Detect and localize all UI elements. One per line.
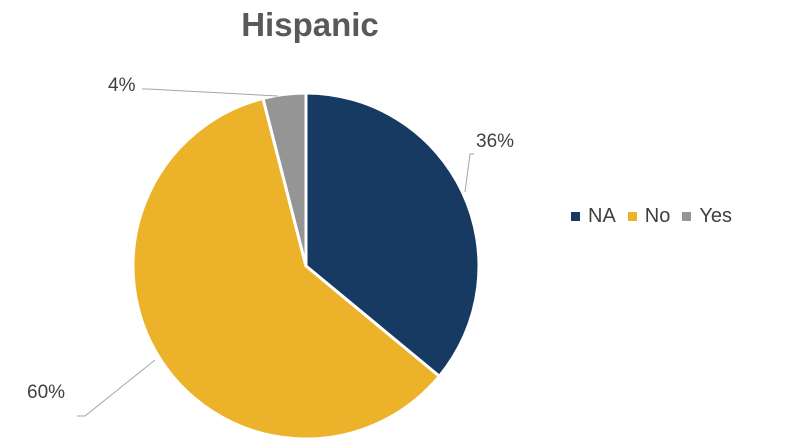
legend-swatch-na	[571, 212, 580, 221]
chart-legend: NA No Yes	[571, 205, 744, 228]
pie-slice-na	[304, 91, 481, 378]
data-labels: 36% 60% 4%	[27, 75, 514, 403]
pie-slices	[131, 91, 481, 439]
legend-label-na: NA	[588, 205, 616, 227]
legend-label-no: No	[644, 205, 671, 227]
legend-item-no: No	[627, 205, 671, 228]
chart-title: Hispanic	[241, 6, 379, 43]
legend-label-yes: Yes	[699, 205, 733, 227]
pie-slice-no	[131, 96, 441, 439]
legend-item-yes: Yes	[682, 205, 732, 228]
leader-lines	[77, 88, 474, 417]
data-label-no: 60%	[27, 382, 65, 403]
legend-swatch-no	[627, 212, 637, 221]
leader-line-no	[77, 359, 156, 417]
data-label-yes: 4%	[108, 75, 136, 96]
leader-line-na	[464, 153, 474, 193]
legend-swatch-yes	[682, 212, 692, 221]
data-label-na: 36%	[476, 131, 514, 152]
pie-slice-yes	[261, 91, 308, 268]
legend-item-na: NA	[571, 205, 616, 228]
leader-line-yes	[142, 88, 279, 97]
